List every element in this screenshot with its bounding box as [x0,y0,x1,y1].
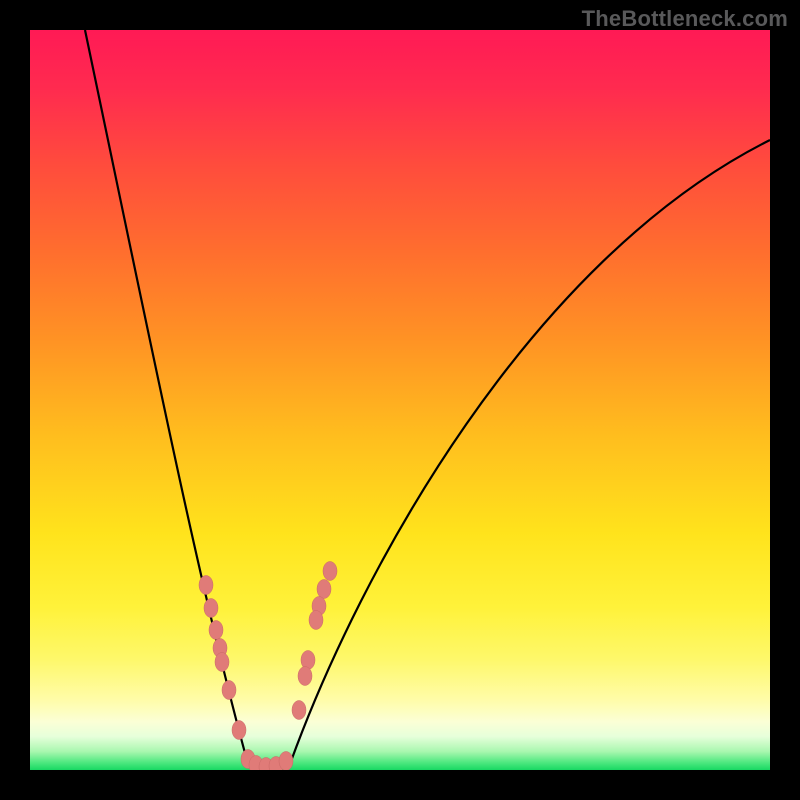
bottleneck-chart [30,30,770,770]
curve-marker [298,667,312,686]
plot-area [30,30,770,770]
curve-marker [309,611,323,630]
gradient-background [30,30,770,770]
curve-marker [317,580,331,599]
frame-bottom [0,770,800,800]
curve-marker [209,621,223,640]
curve-marker [215,653,229,672]
curve-marker [199,576,213,595]
frame-left [0,0,30,800]
curve-marker [204,599,218,618]
watermark-text: TheBottleneck.com [582,6,788,32]
curve-marker [323,562,337,581]
curve-marker [279,752,293,771]
curve-marker [292,701,306,720]
frame-right [770,0,800,800]
curve-marker [232,721,246,740]
curve-marker [222,681,236,700]
